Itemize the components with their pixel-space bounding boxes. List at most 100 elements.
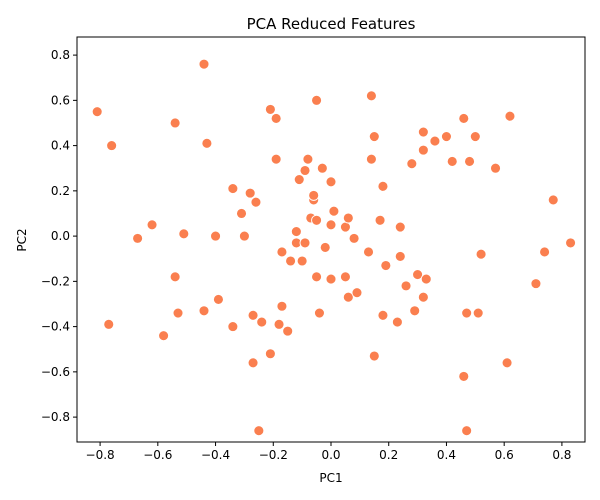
data-point [146,219,158,231]
data-point [458,112,470,124]
y-axis: −0.8 −0.6 −0.4 −0.2 0.0 0.2 0.4 0.6 0.8 [41,48,77,424]
data-point [406,158,418,170]
x-tick-label: −0.8 [86,448,115,462]
data-point [417,144,429,156]
data-point [339,271,351,283]
y-tick-label: 0.0 [51,229,70,243]
data-point [238,230,250,242]
data-point [342,291,354,303]
y-tick-label: −0.8 [41,410,70,424]
y-tick-label: −0.6 [41,365,70,379]
data-point [391,316,403,328]
data-point [469,131,481,143]
data-point [299,165,311,176]
data-point [547,194,559,206]
data-point [394,251,406,262]
data-point [247,309,259,321]
data-point [325,219,337,231]
data-point [325,176,337,188]
data-point [250,196,262,208]
data-point [285,255,297,267]
data-point [377,309,389,321]
data-point [227,321,239,333]
x-tick-label: −0.2 [259,448,288,462]
x-tick-label: −0.6 [143,448,172,462]
data-point [472,307,484,319]
data-point [132,232,144,244]
y-tick-label: 0.8 [51,48,70,62]
y-tick-label: −0.4 [41,320,70,334]
data-point [290,226,302,238]
data-point [169,117,181,129]
data-point [342,212,354,224]
data-point [276,300,288,312]
y-tick-label: 0.2 [51,184,70,198]
data-point [339,221,351,233]
data-point [314,307,325,319]
x-tick-label: −0.4 [201,448,230,462]
data-point [461,425,473,437]
data-point [270,112,282,124]
data-point [377,180,389,192]
x-axis: −0.8 −0.6 −0.4 −0.2 0.0 0.2 0.4 0.6 0.8 [86,442,571,462]
data-point [501,357,513,369]
data-point [247,357,259,369]
data-point [417,126,429,138]
data-point [103,318,115,330]
data-point [172,307,184,319]
data-point [504,110,516,122]
data-point [351,287,363,299]
data-point [91,106,103,118]
y-axis-label: PC2 [15,228,29,251]
data-point [210,230,222,242]
data-point [158,330,170,342]
data-point [458,370,470,382]
data-point [302,153,314,165]
data-point [276,246,288,258]
data-point [530,278,542,290]
data-point [380,260,392,271]
data-point [293,174,305,185]
data-point [420,273,432,285]
x-tick-label: 0.4 [437,448,456,462]
data-point [201,137,213,149]
data-point [429,135,441,147]
data-point [296,255,308,267]
data-point [368,350,380,362]
data-point [316,162,328,174]
data-point [311,271,323,283]
data-point [169,271,181,283]
data-point [198,58,210,70]
chart-title: PCA Reduced Features [247,15,416,33]
data-point [394,221,406,233]
data-point [319,241,331,253]
data-point [461,307,473,319]
data-point [198,305,210,317]
data-point [565,237,577,249]
data-point [441,131,452,143]
x-tick-label: 0.8 [552,448,571,462]
data-point [253,425,265,437]
data-point [264,348,276,360]
data-point [299,237,311,249]
data-point [227,183,239,195]
data-point [328,205,340,217]
data-point [282,325,294,337]
data-point [400,280,412,292]
x-tick-label: 0.2 [379,448,398,462]
data-point [106,140,118,152]
data-point [264,103,276,115]
data-point [236,208,247,219]
data-point [308,189,320,201]
data-point [311,214,323,226]
data-point [212,294,224,305]
data-point [365,90,377,102]
data-point [475,248,487,260]
data-point [270,153,282,165]
y-tick-label: 0.4 [51,139,70,153]
data-point [244,187,256,199]
data-point [374,214,386,226]
plot-area [76,36,586,443]
data-point [490,162,501,174]
